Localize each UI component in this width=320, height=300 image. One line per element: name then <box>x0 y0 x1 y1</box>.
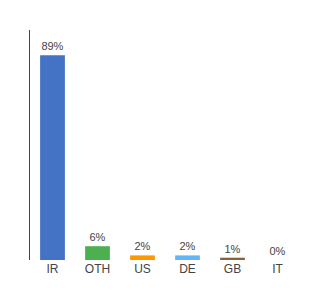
svg-text:IT: IT <box>272 262 283 276</box>
svg-text:2%: 2% <box>179 240 195 252</box>
svg-text:GB: GB <box>224 262 241 276</box>
svg-text:DE: DE <box>179 262 196 276</box>
svg-text:0%: 0% <box>269 245 285 257</box>
svg-text:OTH: OTH <box>85 262 110 276</box>
svg-text:89%: 89% <box>41 40 63 52</box>
svg-text:US: US <box>134 262 151 276</box>
svg-text:2%: 2% <box>134 240 150 252</box>
svg-text:6%: 6% <box>89 231 105 243</box>
svg-text:IR: IR <box>47 262 59 276</box>
svg-text:1%: 1% <box>224 243 240 255</box>
